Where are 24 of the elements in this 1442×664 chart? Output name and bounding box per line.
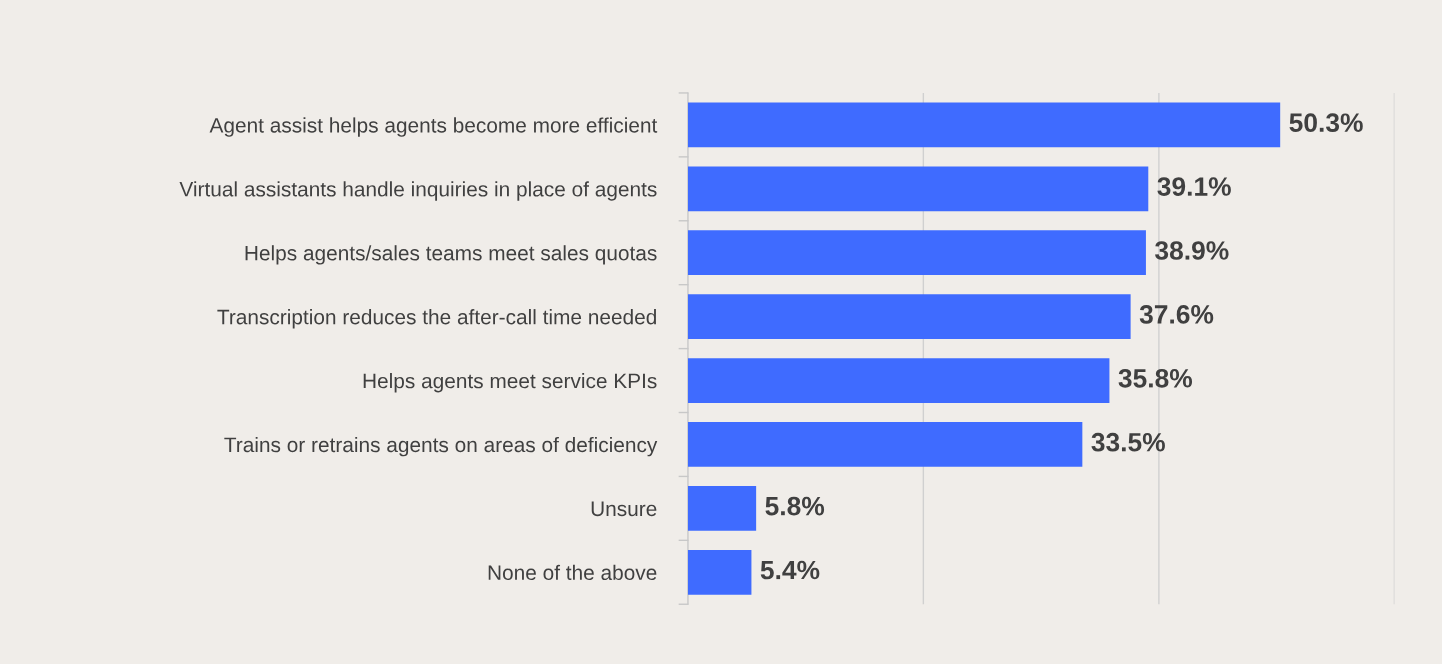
data-label: 50.3% — [1289, 113, 1363, 133]
y-tick-label: Helps agents meet service KPIs — [363, 373, 657, 393]
y-tick-label: Unsure — [591, 501, 657, 517]
data-label: 39.1% — [1157, 177, 1231, 196]
y-tick-label: Trains or retrains agents on areas of deficiency — [224, 436, 658, 457]
bar — [687, 358, 1110, 403]
bar — [687, 422, 1083, 467]
bar — [687, 102, 1281, 148]
data-label: 38.9% — [1155, 241, 1229, 260]
data-label: 35.8% — [1118, 368, 1193, 388]
data-label: 37.6% — [1139, 305, 1214, 324]
data-label: 33.5% — [1091, 432, 1165, 452]
y-tick-label: Agent assist helps agents become more efficient — [209, 117, 658, 137]
data-label: 5.8% — [765, 496, 825, 516]
y-tick-label: Transcription reduces the after-call time needed — [217, 309, 656, 329]
y-tick-label: None of the above — [488, 564, 657, 581]
bar — [687, 294, 1131, 340]
bar — [687, 549, 752, 595]
bar — [687, 486, 757, 531]
bar — [687, 166, 1149, 212]
bar — [687, 230, 1146, 276]
data-label: 5.4% — [760, 560, 820, 580]
y-tick-label: Virtual assistants handle inquiries in place of agents — [179, 181, 657, 201]
y-tick-label: Helps agents/sales teams meet sales quotas — [245, 245, 657, 265]
